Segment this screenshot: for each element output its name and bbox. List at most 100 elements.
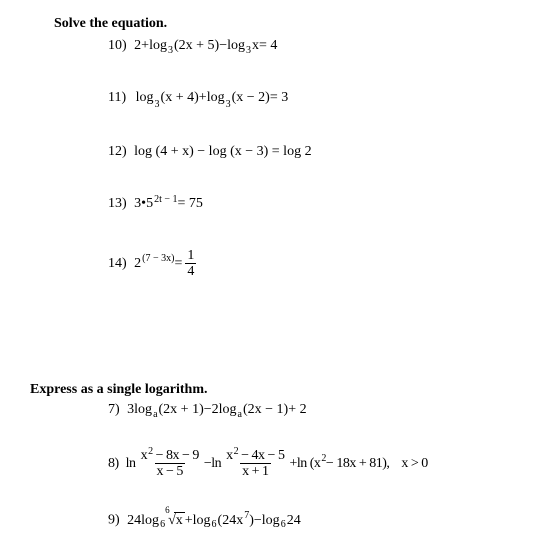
t: log xyxy=(134,402,152,418)
problem-12: 12) log (4 + x) − log (x − 3) = log 2 xyxy=(108,144,312,160)
problem-14: 14) 2 (7 − 3x) = 1 4 xyxy=(108,248,199,280)
t: ln xyxy=(126,456,136,472)
t: (24x xyxy=(218,513,244,529)
t: (7 − 3x) xyxy=(142,253,174,264)
t: = 4 xyxy=(259,38,277,54)
t: x > 0 xyxy=(389,456,427,472)
p12-label: 12) xyxy=(108,144,127,159)
t: 2 xyxy=(234,446,239,457)
t: 1 xyxy=(185,248,196,263)
fraction: x2 − 4x − 5 x + 1 xyxy=(224,448,286,480)
t: = 3 xyxy=(270,90,288,106)
t: x2 − 8x − 9 xyxy=(139,448,201,463)
t: x xyxy=(226,448,233,463)
t: log xyxy=(136,90,154,106)
t: x − 5 xyxy=(155,463,185,479)
p13-eq: 3 • 5 2t − 1 = 75 xyxy=(134,196,203,212)
t: 6 xyxy=(281,519,286,530)
t: 2 xyxy=(212,402,219,418)
t: + xyxy=(289,456,296,472)
t: ln xyxy=(211,456,221,472)
t: 3 xyxy=(168,45,173,56)
t: log xyxy=(219,402,237,418)
t: 4 xyxy=(185,263,196,279)
t: log xyxy=(207,90,225,106)
t: 24 xyxy=(127,513,141,529)
problem-9: 9) 24 log 6 6 √x + log 6 (24x7) − log 6 … xyxy=(108,512,301,529)
t: + xyxy=(141,38,149,54)
problem-7: 7) 3 log a (2x + 1) − 2 log a (2x − 1) +… xyxy=(108,402,307,418)
p14-eq: 2 (7 − 3x) = 1 4 xyxy=(134,248,199,280)
t: log xyxy=(227,38,245,54)
t: + xyxy=(185,513,193,529)
t: a xyxy=(238,409,242,420)
t: 6 xyxy=(212,519,217,530)
fraction: x2 − 8x − 9 x − 5 xyxy=(139,448,201,480)
t: 3 xyxy=(134,196,141,212)
t: (x − 2) xyxy=(232,90,270,106)
p9-eq: 24 log 6 6 √x + log 6 (24x7) − log 6 24 xyxy=(127,512,301,529)
t: x xyxy=(174,512,185,529)
p9-label: 9) xyxy=(108,513,120,528)
problem-13: 13) 3 • 5 2t − 1 = 75 xyxy=(108,196,203,212)
t: + xyxy=(199,90,207,106)
problem-11: 11) log 3 (x + 4) + log 3 (x − 2) = 3 xyxy=(108,90,288,106)
p7-eq: 3 log a (2x + 1) − 2 log a (2x − 1) + 2 xyxy=(127,402,306,418)
t: − 18x + 81), xyxy=(326,456,389,472)
t: log xyxy=(262,513,280,529)
t: a xyxy=(153,409,157,420)
p8-label: 8) xyxy=(108,456,119,471)
problem-10: 10) 2 + log 3 (2x + 5) − log 3 x = 4 xyxy=(108,38,277,54)
t: log xyxy=(141,513,159,529)
p11-eq: log 3 (x + 4) + log 3 (x − 2) = 3 xyxy=(136,90,289,106)
t: (2x + 5) xyxy=(174,38,219,54)
t: 24 xyxy=(287,513,301,529)
t: 3 xyxy=(155,99,160,110)
p8-eq: ln x2 − 8x − 9 x − 5 − ln x2 − 4x − 5 x … xyxy=(126,448,428,480)
t: + 2 xyxy=(288,402,306,418)
p14-label: 14) xyxy=(108,256,127,271)
t: − xyxy=(219,38,227,54)
t: 3 xyxy=(246,45,251,56)
t: 3 xyxy=(127,402,134,418)
t: (2x − 1) xyxy=(243,402,288,418)
t: x2 − 4x − 5 xyxy=(224,448,286,463)
t: (x + 4) xyxy=(161,90,199,106)
p11-label: 11) xyxy=(108,90,126,105)
t: x xyxy=(252,38,259,54)
t: − 4x − 5 xyxy=(238,448,284,463)
t: − xyxy=(254,513,262,529)
t: ln (x xyxy=(297,456,321,472)
root: 6 √x xyxy=(168,512,185,529)
p13-label: 13) xyxy=(108,196,127,211)
t: x + 1 xyxy=(240,463,270,479)
t: 6 xyxy=(160,519,165,530)
t: 6 xyxy=(165,505,170,515)
p7-label: 7) xyxy=(108,402,120,417)
t: 5 xyxy=(146,196,153,212)
t: 2 xyxy=(134,38,141,54)
t: 7 xyxy=(244,510,249,521)
t: 2 xyxy=(321,453,326,464)
t: 2 xyxy=(134,256,141,272)
t: log (4 + x) − log (x − 3) = log 2 xyxy=(134,144,311,160)
t: 3 xyxy=(226,99,231,110)
t: (2x + 1) xyxy=(159,402,204,418)
fraction: 1 4 xyxy=(185,248,196,280)
problem-8: 8) ln x2 − 8x − 9 x − 5 − ln x2 − 4x − 5… xyxy=(108,448,428,480)
t: = 75 xyxy=(178,196,203,212)
t: − 8x − 9 xyxy=(153,448,199,463)
t: − xyxy=(204,402,212,418)
p10-eq: 2 + log 3 (2x + 5) − log 3 x = 4 xyxy=(130,38,277,54)
solve-heading: Solve the equation. xyxy=(54,16,167,32)
t: = xyxy=(174,256,182,272)
t: x xyxy=(141,448,148,463)
t: 2t − 1 xyxy=(154,194,177,205)
express-heading: Express as a single logarithm. xyxy=(30,382,207,398)
t: 2 xyxy=(148,446,153,457)
t: log xyxy=(193,513,211,529)
t: log xyxy=(149,38,167,54)
t: − xyxy=(204,456,211,472)
p10-label: 10) xyxy=(108,38,127,53)
p12-eq: log (4 + x) − log (x − 3) = log 2 xyxy=(134,144,311,160)
